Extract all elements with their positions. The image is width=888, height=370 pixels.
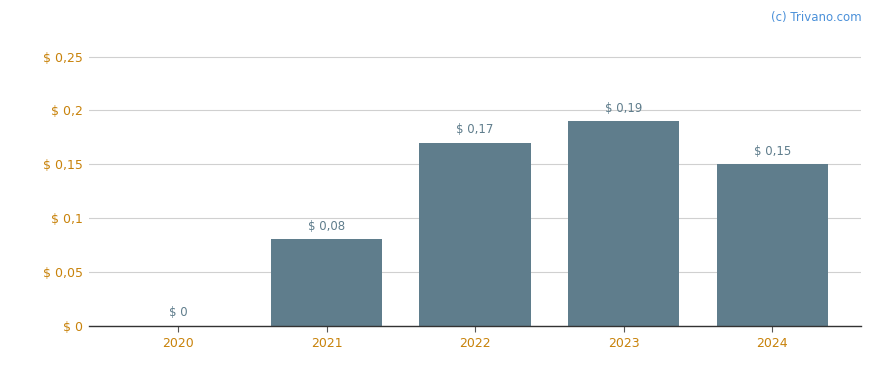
Text: $ 0,15: $ 0,15: [754, 145, 791, 158]
Text: $ 0,08: $ 0,08: [308, 220, 345, 233]
Text: $ 0,17: $ 0,17: [456, 123, 494, 136]
Text: $ 0,19: $ 0,19: [605, 102, 642, 115]
Bar: [419, 142, 531, 326]
Bar: [568, 121, 679, 326]
Text: $ 0: $ 0: [169, 306, 187, 319]
Bar: [271, 239, 382, 326]
Text: (c) Trivano.com: (c) Trivano.com: [771, 11, 861, 24]
Bar: [717, 164, 828, 326]
